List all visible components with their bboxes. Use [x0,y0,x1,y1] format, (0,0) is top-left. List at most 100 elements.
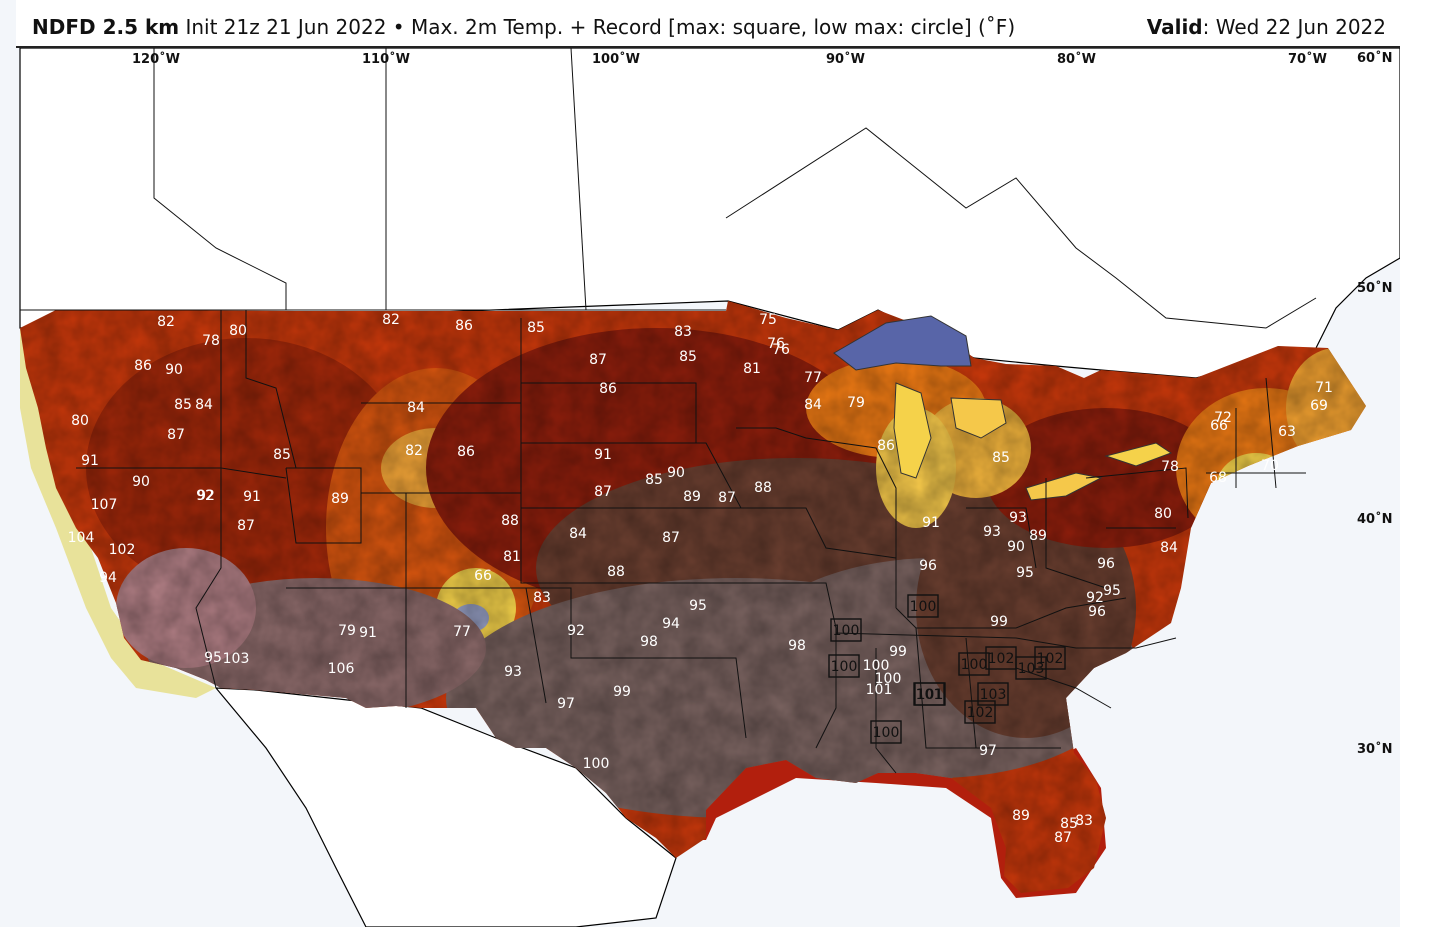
temperature-value: 106 [328,661,355,677]
temperature-value: 93 [1009,510,1027,526]
temperature-value: 76 [767,336,785,352]
lon-label: 70˚W [1288,51,1327,67]
temperature-value: 85 [273,447,291,463]
record-value: 100 [910,599,937,615]
record-high-box: 102 [964,700,996,724]
record-high-box: 102 [985,646,1017,670]
record-high-box: 100 [828,654,860,678]
temperature-value: 77 [453,624,471,640]
temperature-value: 91 [922,515,940,531]
lat-label: 40˚N [1357,511,1392,527]
temperature-value: 96 [1088,604,1106,620]
temperature-value: 76 [772,342,790,358]
temperature-value: 97 [557,696,575,712]
temperature-value: 85 [527,320,545,336]
temperature-value: 104 [68,530,95,546]
record-high-box: 100 [830,618,862,642]
lon-label: 110˚W [362,51,410,67]
temperature-value: 66 [474,568,492,584]
temperature-value: 92 [197,488,215,504]
temperature-value: 95 [689,598,707,614]
temperature-value: 86 [134,358,152,374]
record-value: 100 [831,659,858,675]
product-name: NDFD 2.5 km [32,15,180,39]
temperature-value: 84 [407,400,425,416]
temperature-value: 85 [679,349,697,365]
header-separator: • [392,15,405,39]
temperature-value: 78 [1161,459,1179,475]
temperature-value: 83 [533,590,551,606]
great-lakes [833,315,1173,501]
temperature-value: 102 [109,542,136,558]
temperature-value: 70 [1261,458,1279,474]
temperature-value: 78 [202,333,220,349]
temperature-value: 91 [81,453,99,469]
record-value: 100 [833,623,860,639]
valid-time: Valid: Wed 22 Jun 2022 [1147,15,1386,39]
temperature-value: 92 [567,623,585,639]
valid-label: Valid [1146,15,1203,39]
temperature-value: 75 [759,312,777,328]
record-high-box: 103 [1015,656,1047,680]
record-value: 102 [1037,651,1064,667]
temperature-value: 81 [503,549,521,565]
header-title: NDFD 2.5 km Init 21z 21 Jun 2022 • Max. … [32,15,1015,39]
record-high-box: 100 [958,652,990,676]
temperature-value: 87 [237,518,255,534]
temperature-value: 77 [804,370,822,386]
temperature-value: 96 [1097,556,1115,572]
temperature-value: 85 [1060,816,1078,832]
temperature-value: 68 [1209,470,1227,486]
temperature-value: 85 [174,397,192,413]
lat-label: 50˚N [1357,280,1392,296]
record-value: 103 [980,687,1007,703]
temperature-value: 86 [877,438,895,454]
temperature-value: 89 [331,491,349,507]
temperature-value: 91 [359,625,377,641]
temperature-value: 80 [229,323,247,339]
temperature-value: 86 [455,318,473,334]
temperature-value: 97 [979,743,997,759]
temperature-value: 91 [594,447,612,463]
temperature-value: 87 [662,530,680,546]
temperature-value: 85 [645,472,663,488]
temperature-value: 93 [504,664,522,680]
temperature-value: 90 [1007,539,1025,555]
lat-label: 60˚N [1357,50,1392,66]
temperature-value: 63 [1278,424,1296,440]
temperature-value: 94 [99,570,117,586]
temperature-value: 90 [667,465,685,481]
temperature-value: 72 [1214,410,1232,426]
temperature-value: 66 [1210,418,1228,434]
lat-label: 30˚N [1357,741,1392,757]
temperature-value: 100 [863,658,890,674]
temperature-value: 90 [132,474,150,490]
record-value: 103 [1018,661,1045,677]
right-margin [1400,0,1440,927]
temperature-value: 91 [243,489,261,505]
temperature-value: 86 [457,444,475,460]
temperature-value: 89 [1012,808,1030,824]
temperature-value: 89 [683,489,701,505]
record-high-box: 100 [907,594,939,618]
record-high-box: 100 [870,720,902,744]
boundaries [20,48,1317,774]
graticule-labels: 120˚W 110˚W 100˚W 90˚W 80˚W 70˚W 60˚N 50… [132,50,1392,757]
temperature-value: 107 [91,497,118,513]
temperature-value: 90 [165,362,183,378]
temperature-value: 87 [1054,830,1072,846]
record-value: 102 [988,651,1015,667]
temperature-value: 88 [754,480,772,496]
temperature-value: 99 [990,614,1008,630]
temperature-value: 84 [569,526,587,542]
valid-value: : Wed 22 Jun 2022 [1202,15,1386,39]
temperature-value: 84 [195,397,213,413]
temperature-value: 81 [743,361,761,377]
temperature-value: 69 [1310,398,1328,414]
temperature-value: 87 [167,427,185,443]
lon-label: 100˚W [592,51,640,67]
temperature-value: 88 [501,513,519,529]
temperature-value: 100 [583,756,610,772]
